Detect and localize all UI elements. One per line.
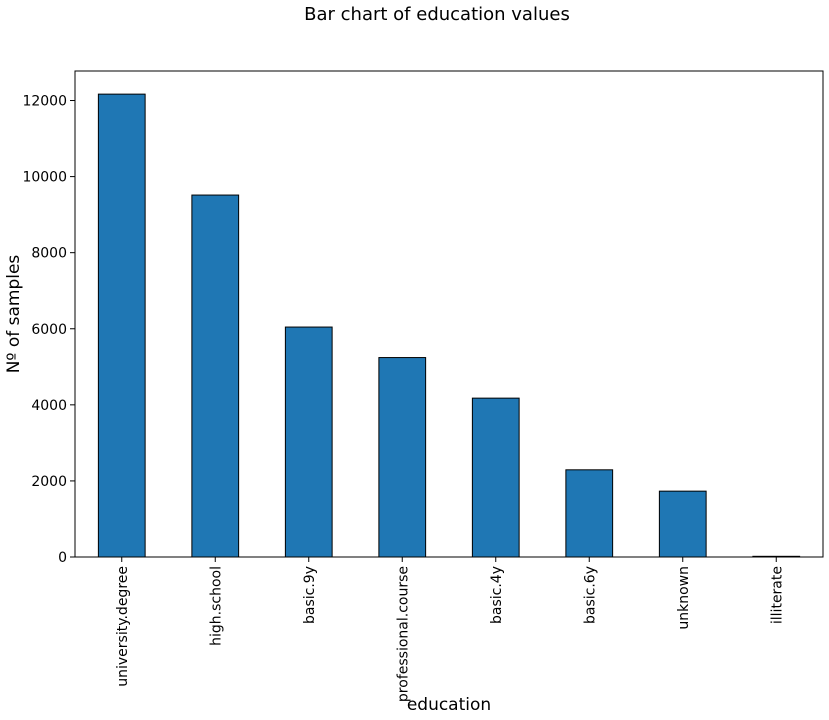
x-tick-label: basic.6y (582, 566, 598, 624)
chart-title: Bar chart of education values (304, 4, 570, 25)
x-axis-label: education (407, 695, 491, 715)
x-tick-label: basic.4y (489, 566, 505, 624)
y-tick-label: 4000 (31, 398, 67, 414)
x-tick-label: high.school (208, 566, 224, 646)
bar-basic-6y (565, 469, 614, 558)
y-tick-label: 0 (58, 550, 67, 566)
y-axis-ticks: 0 2000 4000 6000 8000 10000 12000 (22, 94, 75, 566)
x-tick-label: professional.course (395, 566, 411, 702)
x-tick-label: university.degree (115, 566, 131, 687)
y-axis-label: Nº of samples (4, 255, 24, 374)
y-tick-label: 8000 (31, 246, 67, 262)
y-tick-label: 2000 (31, 474, 67, 490)
bar-professional-course (378, 357, 427, 558)
x-tick-label: unknown (676, 566, 692, 630)
bar-university-degree (97, 93, 146, 558)
x-tick-label: basic.9y (302, 566, 318, 624)
x-tick-label: illiterate (769, 566, 785, 624)
bar-basic-9y (284, 326, 333, 558)
plot-frame (74, 70, 824, 558)
y-tick-label: 12000 (22, 94, 67, 110)
y-tick-label: 10000 (22, 170, 67, 186)
bar-unknown (658, 490, 707, 558)
bar-basic-4y (471, 397, 520, 558)
x-axis-ticks: university.degree high.school basic.9y prof… (115, 557, 785, 702)
bars-group (97, 93, 801, 558)
y-tick-label: 6000 (31, 322, 67, 338)
bar-high-school (191, 194, 240, 558)
